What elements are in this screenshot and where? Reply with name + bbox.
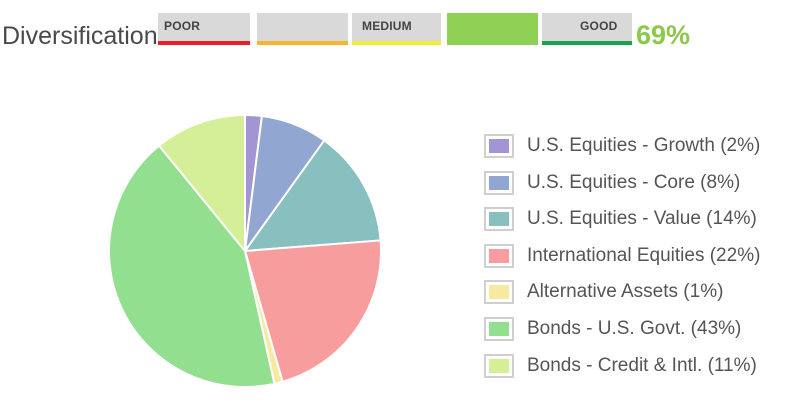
legend-label: U.S. Equities - Core (8%) [527, 172, 740, 194]
legend-swatch-fill [489, 249, 509, 263]
legend-label: Alternative Assets (1%) [527, 281, 723, 303]
legend-swatch [484, 317, 514, 341]
legend-swatch [484, 354, 514, 378]
legend-swatch-fill [489, 359, 509, 373]
legend-label: Bonds - Credit & Intl. (11%) [527, 355, 757, 377]
legend-swatch [484, 171, 514, 195]
legend-swatch-fill [489, 212, 509, 226]
legend-swatch-fill [489, 285, 509, 299]
legend-label: U.S. Equities - Growth (2%) [527, 135, 760, 157]
legend-swatch-fill [489, 139, 509, 153]
legend-swatch [484, 280, 514, 304]
legend-label: International Equities (22%) [527, 245, 760, 267]
legend-swatch [484, 244, 514, 268]
legend-label: U.S. Equities - Value (14%) [527, 208, 757, 230]
legend-swatch [484, 134, 514, 158]
legend-swatch-fill [489, 322, 509, 336]
legend-swatch [484, 207, 514, 231]
legend-label: Bonds - U.S. Govt. (43%) [527, 318, 741, 340]
legend-swatch-fill [489, 176, 509, 190]
